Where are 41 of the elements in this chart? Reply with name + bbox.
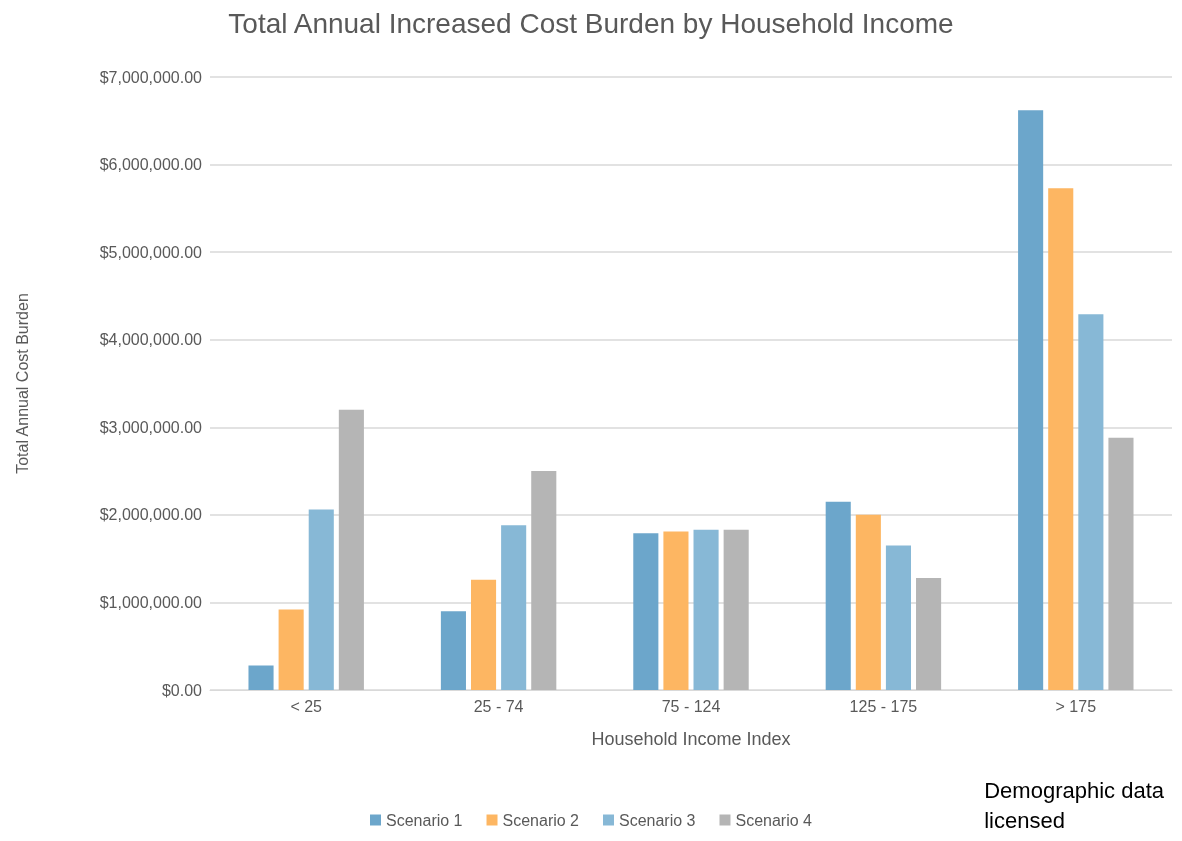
y-tick-label: $5,000,000.00 — [99, 243, 203, 261]
text: Demographic data licensed — [984, 777, 1165, 833]
bar — [633, 533, 659, 690]
y-tick-label: $1,000,000.00 — [99, 593, 203, 611]
y-axis-title: Total Annual Cost Burden — [13, 293, 31, 474]
bar — [885, 545, 912, 690]
bar — [825, 501, 851, 690]
y-tick-label: $7,000,000.00 — [99, 68, 203, 86]
legend-label: Scenario 3 — [619, 811, 696, 829]
bar — [1078, 314, 1104, 690]
x-tick-label: 75 - 124 — [661, 697, 721, 715]
legend-label: Scenario 4 — [735, 811, 813, 829]
bar — [916, 577, 942, 690]
chart-title: Total Annual Increased Cost Burden by Household Income — [228, 7, 954, 39]
y-tick-label: $0.00 — [161, 681, 203, 699]
legend-label: Scenario 1 — [386, 811, 463, 829]
bar — [501, 525, 527, 690]
x-tick-label: 125 - 175 — [849, 697, 918, 715]
x-axis-title: Household Income Index — [591, 729, 791, 749]
x-tick-label: 25 - 74 — [473, 697, 524, 715]
y-tick-label: $6,000,000.00 — [99, 156, 203, 174]
y-tick-label: $3,000,000.00 — [99, 418, 203, 436]
legend-label: Scenario 2 — [502, 811, 580, 829]
bar — [338, 409, 364, 690]
bar — [1048, 188, 1074, 690]
x-tick-label: > 175 — [1055, 697, 1097, 715]
y-tick-label: $4,000,000.00 — [99, 331, 203, 349]
bar — [531, 471, 557, 690]
y-tick-label: $2,000,000.00 — [99, 506, 203, 524]
bar — [278, 609, 304, 690]
bar — [248, 665, 274, 690]
x-tick-label: < 25 — [290, 697, 323, 715]
bar — [440, 611, 466, 690]
bar — [470, 579, 497, 690]
bar — [1108, 437, 1134, 690]
bar — [1018, 110, 1044, 690]
bar — [663, 531, 689, 690]
bar — [693, 529, 719, 690]
bar — [723, 529, 749, 690]
bar — [308, 509, 334, 690]
bar — [855, 514, 881, 690]
